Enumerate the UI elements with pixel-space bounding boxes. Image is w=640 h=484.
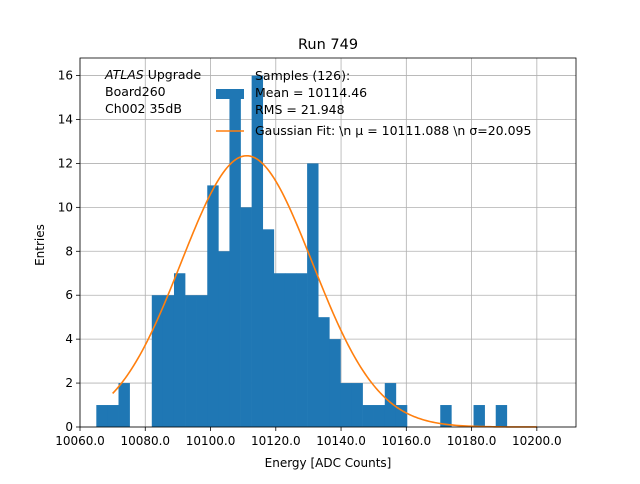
annotation-line: ATLAS Upgrade — [104, 67, 201, 82]
x-axis-label: Energy [ADC Counts] — [265, 456, 392, 470]
y-tick-label: 8 — [65, 244, 73, 258]
gaussian-fit-curve — [112, 154, 537, 428]
x-tick-label: 10140.0 — [316, 434, 366, 448]
histogram-bar — [229, 97, 241, 428]
x-axis-ticks: 10060.0 10080.0 10100.0 10120.0 10140.0 10160… — [55, 427, 562, 448]
chart-title: Run 749 — [298, 37, 358, 53]
histogram-bar — [473, 405, 485, 427]
histogram-bar — [196, 295, 208, 427]
annotation-line: Board260 — [105, 84, 166, 99]
histogram-bar — [440, 405, 452, 427]
histogram-bar — [273, 273, 286, 427]
y-tick-label: 14 — [58, 113, 73, 127]
legend-samples-label: Mean = 10114.46 — [255, 85, 367, 100]
histogram-bar — [495, 405, 508, 427]
histogram-bar — [384, 383, 397, 427]
histogram-bar — [284, 273, 297, 427]
histogram-bar — [240, 207, 252, 427]
y-tick-label: 6 — [65, 288, 73, 302]
histogram-bar — [395, 405, 408, 427]
histogram-bar — [329, 339, 341, 427]
x-tick-label: 10100.0 — [186, 434, 236, 448]
x-tick-label: 10120.0 — [251, 434, 301, 448]
histogram-bar — [351, 383, 363, 427]
histogram-bar — [362, 405, 374, 427]
atlas-annotation: ATLAS Upgrade Board260 Ch002 35dB — [104, 67, 201, 116]
annotation-line: Ch002 35dB — [105, 101, 182, 116]
x-tick-label: 10160.0 — [382, 434, 432, 448]
histogram-bar — [262, 229, 275, 427]
legend-fit-label: Gaussian Fit: \n μ = 10111.088 \n σ=20.0… — [255, 123, 531, 138]
gaussian-fit — [112, 154, 537, 428]
x-tick-label: 10200.0 — [512, 434, 562, 448]
y-axis-label: Entries — [33, 224, 47, 266]
y-tick-label: 10 — [58, 200, 73, 214]
legend-samples-patch — [216, 89, 244, 99]
histogram-bar — [373, 405, 386, 427]
histogram-bar — [96, 405, 108, 427]
x-tick-label: 10080.0 — [120, 434, 170, 448]
histogram-bar — [185, 295, 197, 427]
histogram-bar — [107, 405, 119, 427]
y-axis-ticks: 0 2 4 6 8 10 12 14 16 — [58, 69, 80, 434]
histogram-bar — [173, 273, 186, 427]
y-tick-label: 2 — [65, 376, 73, 390]
histogram-bar — [151, 295, 164, 427]
legend-samples-label: RMS = 21.948 — [255, 102, 345, 117]
x-tick-label: 10060.0 — [55, 434, 105, 448]
histogram-bar — [218, 251, 230, 427]
histogram-bars — [96, 75, 508, 428]
histogram-bar — [340, 383, 352, 427]
legend-samples-label: Samples (126): — [255, 68, 350, 83]
y-tick-label: 0 — [65, 420, 73, 434]
histogram-bar — [207, 185, 219, 427]
y-tick-label: 16 — [58, 69, 73, 83]
histogram-bar — [251, 75, 264, 428]
histogram-bar — [318, 317, 330, 427]
y-tick-label: 12 — [58, 156, 73, 170]
axes-frame — [79, 57, 577, 428]
histogram-bar — [307, 163, 319, 427]
histogram-bar — [118, 383, 130, 427]
y-tick-label: 4 — [65, 332, 73, 346]
histogram-bar — [296, 273, 308, 427]
legend: Samples (126): Mean = 10114.46 RMS = 21.… — [216, 68, 531, 138]
x-tick-label: 10180.0 — [447, 434, 497, 448]
histogram-bar — [162, 295, 175, 427]
